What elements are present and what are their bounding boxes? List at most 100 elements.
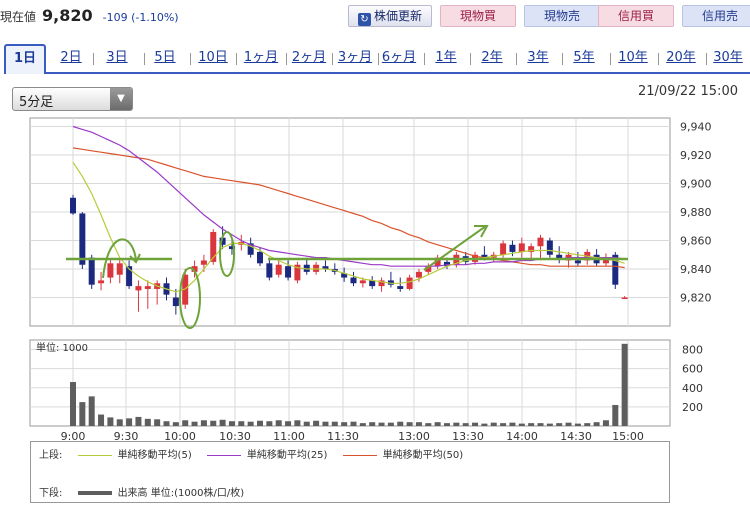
annotation-arc-arrowhead: [129, 253, 141, 264]
time-tick-label: 11:00: [273, 430, 305, 440]
legend-volume-label: 出来高 単位:(1000株/口/枚): [117, 488, 245, 499]
tab-20y[interactable]: 20年: [666, 50, 696, 65]
candle-body: [425, 266, 432, 272]
candle-body: [182, 274, 189, 305]
price-tick-label: 9,840: [680, 263, 712, 276]
price-tick-label: 9,860: [680, 235, 712, 248]
candle-body: [518, 243, 525, 252]
volume-bar: [593, 422, 600, 426]
volume-bar: [387, 422, 394, 426]
volume-bar: [369, 422, 376, 426]
candle-body: [415, 271, 422, 278]
volume-bar: [556, 423, 563, 426]
margin-buy-button[interactable]: 信用買: [598, 5, 674, 27]
sma50-line: [72, 147, 625, 269]
volume-bar: [350, 421, 357, 426]
tab-separator: [470, 53, 471, 65]
candle-body: [574, 260, 581, 264]
volume-panel: [29, 339, 671, 427]
tab-2y[interactable]: 2年: [481, 50, 503, 65]
time-tick-label: 13:00: [398, 430, 430, 440]
volume-bar: [621, 343, 628, 426]
tab-2d[interactable]: 2日: [60, 50, 82, 65]
volume-bar: [172, 422, 179, 426]
tab-2m[interactable]: 2ヶ月: [291, 50, 327, 65]
volume-bar: [565, 422, 572, 426]
candle-body: [107, 263, 114, 278]
cash-buy-button[interactable]: 現物買: [440, 5, 516, 27]
candle-body: [378, 280, 385, 287]
legend-sma5-label: 単純移動平均(5): [117, 450, 192, 461]
time-tick-label: 10:30: [219, 430, 251, 440]
tab-5y[interactable]: 5年: [573, 50, 595, 65]
candle-body: [621, 297, 628, 300]
volume-tick-label: 800: [682, 344, 703, 357]
annotation-trend-arrow: [423, 225, 487, 271]
volume-bar: [98, 414, 105, 426]
tab-3y[interactable]: 3年: [527, 50, 549, 65]
legend-sma25-swatch: [206, 454, 241, 456]
volume-bar: [378, 422, 385, 426]
tab-separator: [190, 53, 191, 65]
candle-body: [116, 263, 123, 275]
volume-bar: [144, 418, 151, 426]
volume-bar: [415, 422, 422, 426]
tab-10y[interactable]: 10年: [618, 50, 648, 65]
time-tick-label: 9:30: [114, 430, 139, 440]
volume-bar: [574, 423, 581, 426]
volume-tick-label: 400: [682, 382, 703, 395]
volume-bar: [509, 422, 516, 426]
tab-1m[interactable]: 1ヶ月: [243, 50, 279, 65]
volume-bar: [313, 420, 320, 426]
volume-bar: [247, 421, 254, 426]
legend-upper-row: 上段: 単純移動平均(5) 単純移動平均(25) 単純移動平均(50): [39, 446, 463, 461]
time-tick-label: 11:30: [327, 430, 359, 440]
candle-body: [387, 280, 394, 285]
candle-body: [285, 266, 292, 278]
candle-body: [322, 266, 329, 270]
candle-body: [509, 244, 516, 252]
tab-30y[interactable]: 30年: [713, 50, 743, 65]
volume-bar: [107, 417, 114, 426]
cash-sell-button[interactable]: 現物売: [524, 5, 600, 27]
sma5-line: [72, 161, 625, 293]
chevron-down-icon[interactable]: ▼: [110, 88, 132, 110]
candle-body: [135, 286, 142, 291]
volume-bar: [331, 421, 338, 426]
candle-body: [500, 243, 507, 255]
tab-10d[interactable]: 10日: [198, 50, 228, 65]
tab-separator: [332, 53, 333, 65]
price-change: -109 (-1.10%): [102, 11, 179, 24]
candle-body: [144, 286, 151, 289]
period-tabs: 1日 2日 3日 5日 10日 1ヶ月 2ヶ月 3ヶ月 6ヶ月 1年 2年 3年…: [4, 42, 750, 74]
volume-bar: [126, 418, 133, 426]
volume-bar: [341, 422, 348, 426]
time-tick-label: 9:00: [61, 430, 86, 440]
volume-bar: [434, 422, 441, 426]
tab-3d[interactable]: 3日: [106, 50, 128, 65]
annotation-circle-bottom: [179, 267, 201, 329]
tab-3m[interactable]: 3ヶ月: [337, 50, 373, 65]
candle-body: [341, 273, 348, 278]
volume-bar: [79, 402, 86, 426]
price-header: 現在値 9,820 -109 (-1.10%): [0, 6, 179, 28]
volume-bar: [472, 422, 479, 426]
volume-bar: [88, 396, 95, 426]
candle-body: [79, 213, 86, 265]
candle-body: [434, 257, 441, 267]
refresh-price-button[interactable]: ↻ 株価更新: [348, 5, 432, 27]
interval-select[interactable]: 5分足 ▼: [12, 87, 133, 111]
margin-sell-button[interactable]: 信用売: [682, 5, 750, 27]
legend-volume-swatch: [77, 491, 112, 495]
tab-1y[interactable]: 1年: [435, 50, 457, 65]
tab-5d[interactable]: 5日: [154, 50, 176, 65]
time-tick-label: 13:30: [452, 430, 484, 440]
candle-body: [98, 280, 105, 284]
candle-body: [200, 260, 207, 265]
tab-1d[interactable]: 1日: [4, 44, 46, 74]
tab-6m[interactable]: 6ヶ月: [381, 50, 417, 65]
volume-bar: [163, 421, 170, 426]
candle-body: [406, 277, 413, 289]
volume-bar: [238, 421, 245, 426]
